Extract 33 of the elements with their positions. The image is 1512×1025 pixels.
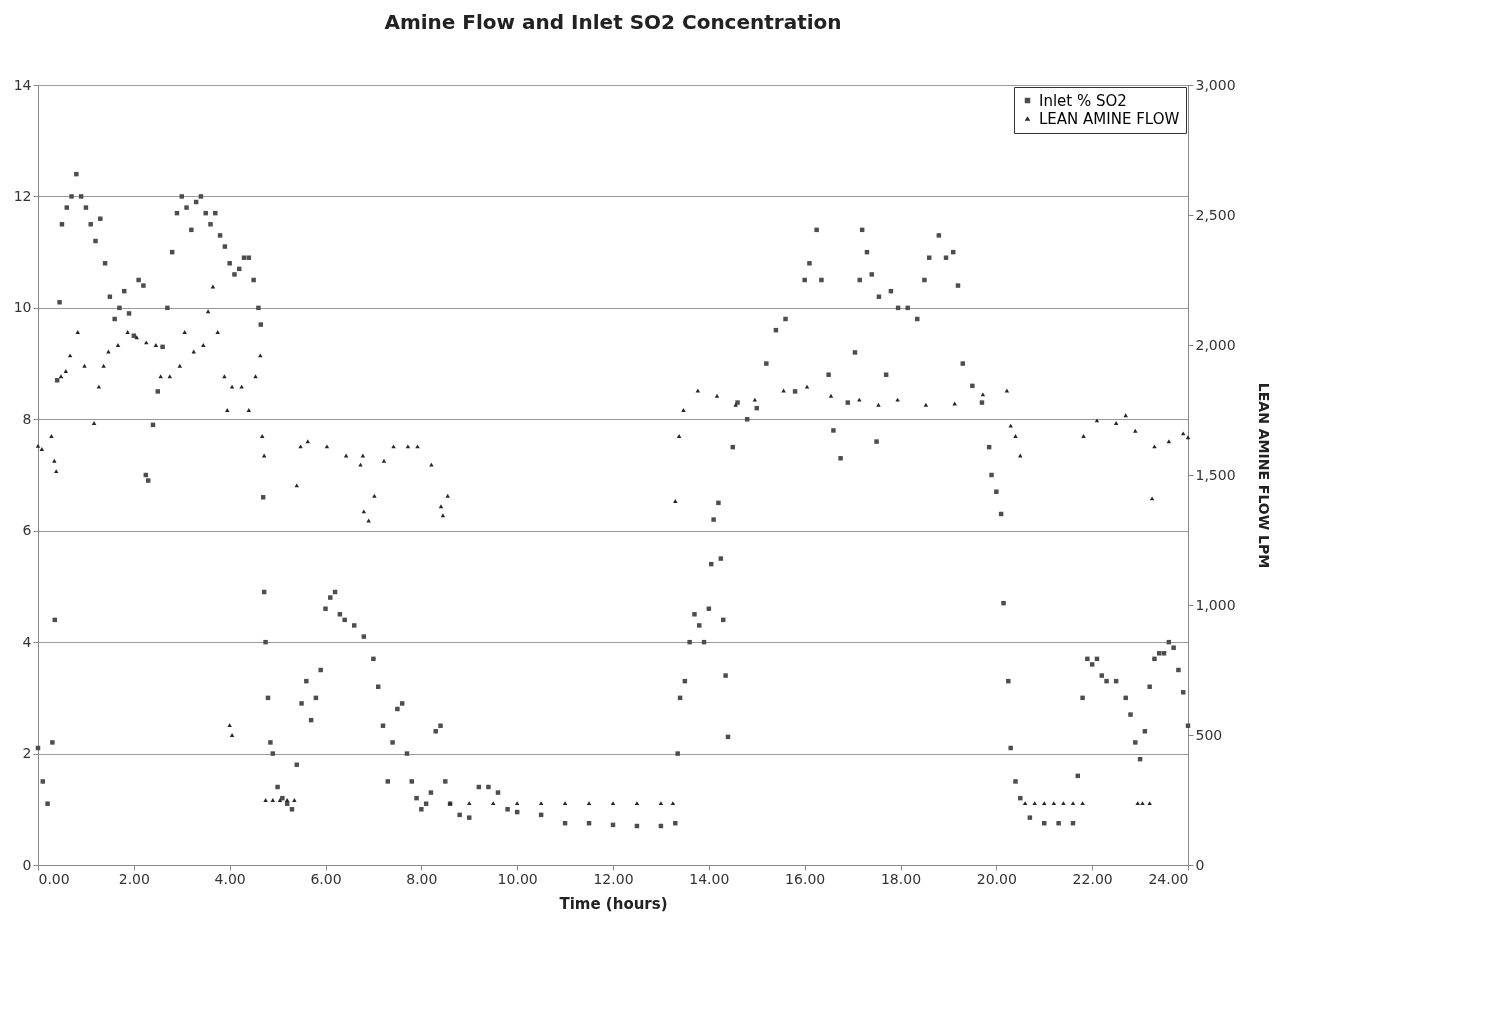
y-tick-label: 12 xyxy=(13,187,32,204)
x-tick-label: 18.00 xyxy=(880,870,922,887)
x-tick-label: 6.00 xyxy=(310,870,342,887)
legend-label: LEAN AMINE FLOW xyxy=(1039,109,1180,128)
y2-tick-label: 3,000 xyxy=(1195,76,1236,93)
x-tick-label: 14.00 xyxy=(689,870,730,887)
x-tick-label: 4.00 xyxy=(214,870,246,887)
x-tick-label: 24.00 xyxy=(1148,870,1189,887)
x-tick-label: 22.00 xyxy=(1072,870,1113,887)
y-tick-label: 14 xyxy=(13,76,32,93)
y-tick-label: 8 xyxy=(22,410,32,427)
y2-tick-label: 1,000 xyxy=(1195,596,1236,613)
y2-tick-label: 0 xyxy=(1195,856,1205,873)
chart-title: Amine Flow and Inlet SO2 Concentration xyxy=(384,10,842,34)
x-tick-label: 8.00 xyxy=(406,870,438,887)
x-tick-label: 16.00 xyxy=(785,870,826,887)
legend-label: Inlet % SO2 xyxy=(1039,91,1127,110)
x-tick-label: 12.00 xyxy=(593,870,634,887)
y-tick-label: 6 xyxy=(22,522,32,539)
y-tick-label: 0 xyxy=(22,856,32,873)
y-tick-label: 4 xyxy=(22,633,32,650)
y2-tick-label: 2,500 xyxy=(1195,206,1236,223)
y2-tick-label: 2,000 xyxy=(1195,336,1236,353)
x-tick-label: 10.00 xyxy=(497,870,538,887)
x-tick-label: 0.00 xyxy=(38,870,70,887)
y-tick-label: 2 xyxy=(22,745,32,762)
y2-tick-label: 1,500 xyxy=(1195,466,1236,483)
y2-axis-title: LEAN AMINE FLOW LPM xyxy=(1255,382,1272,569)
x-tick-label: 20.00 xyxy=(976,870,1017,887)
x-tick-label: 2.00 xyxy=(118,870,150,887)
y2-tick-label: 500 xyxy=(1195,726,1223,743)
y-tick-label: 10 xyxy=(13,299,32,316)
x-axis-title: Time (hours) xyxy=(559,894,668,913)
